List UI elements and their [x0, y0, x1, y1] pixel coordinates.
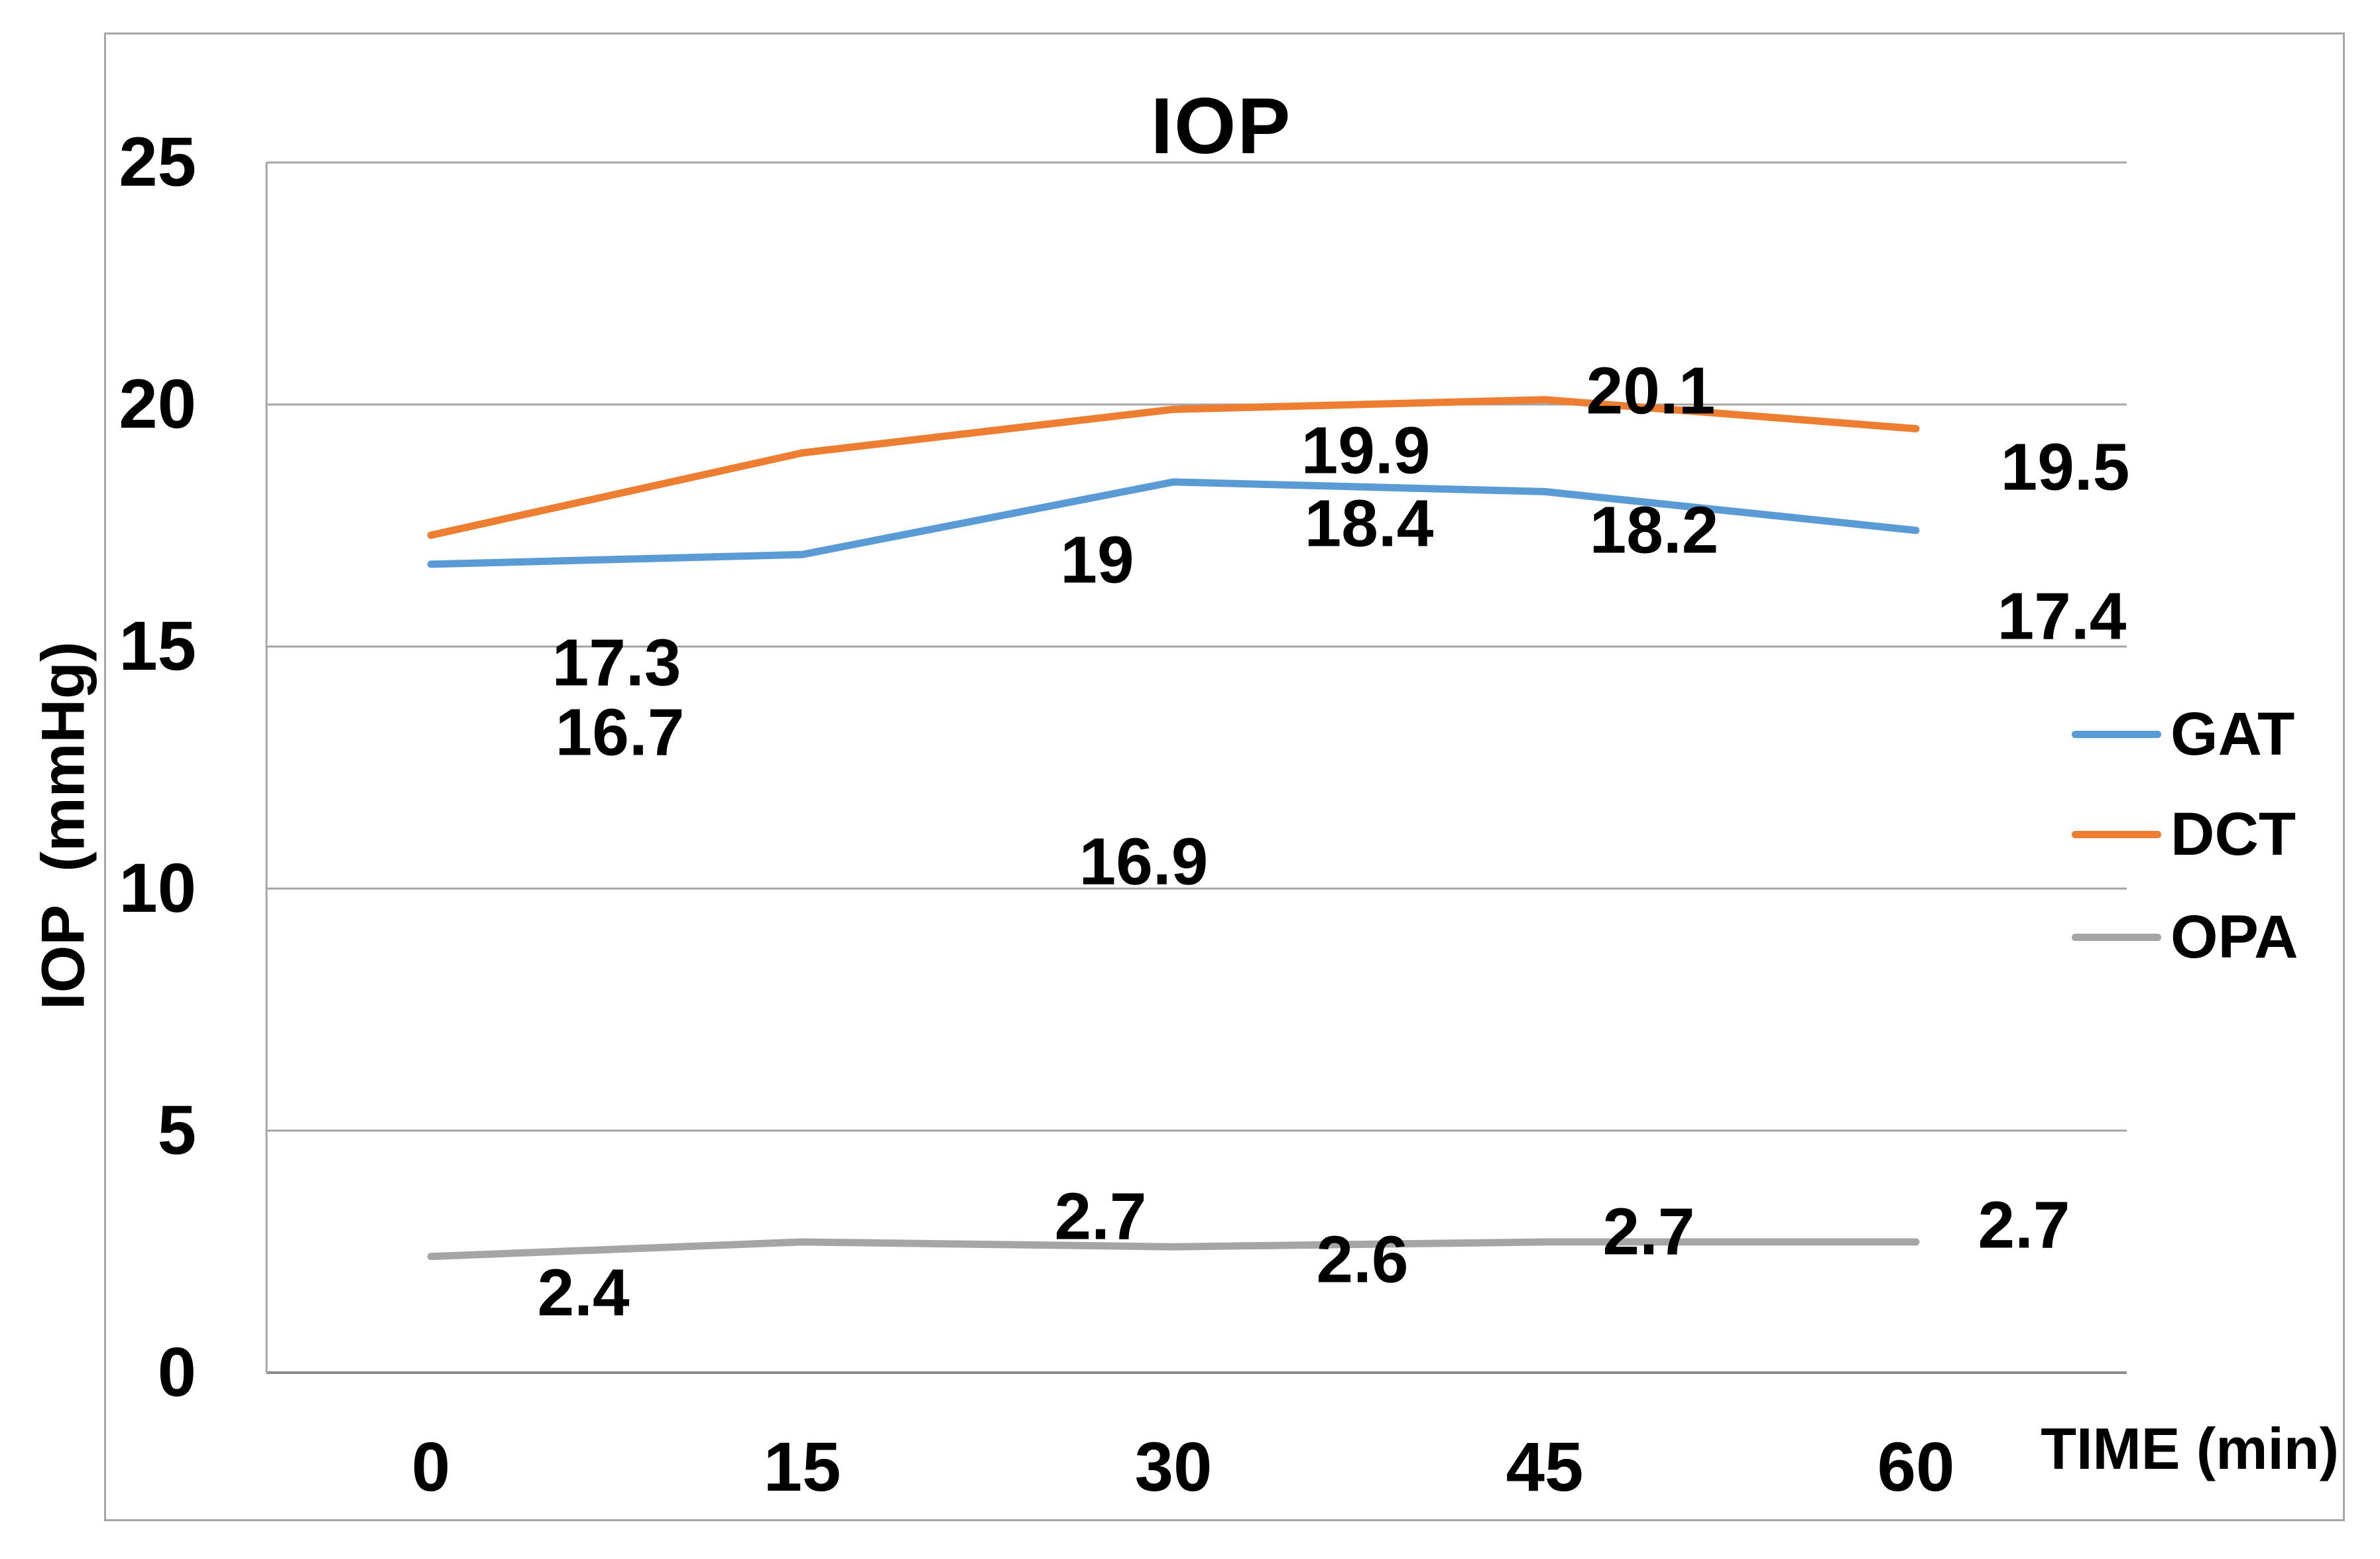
legend-label-DCT: DCT	[2171, 800, 2296, 868]
y-axis-title: IOP (mmHg)	[29, 641, 97, 1010]
data-label-DCT-0: 17.3	[552, 625, 682, 700]
y-tick-label-20: 20	[119, 365, 196, 443]
legend-item-OPA: OPA	[2072, 906, 2298, 967]
data-label-OPA-4: 2.7	[1978, 1188, 2070, 1263]
legend-swatch-GAT	[2072, 730, 2161, 738]
y-tick-label-5: 5	[157, 1091, 196, 1169]
x-tick-label-45: 45	[1506, 1428, 1584, 1506]
legend-item-DCT: DCT	[2072, 804, 2296, 865]
data-label-DCT-4: 19.5	[2000, 430, 2130, 505]
x-tick-label-15: 15	[763, 1428, 841, 1506]
y-tick-label-25: 25	[119, 123, 196, 201]
y-tick-label-10: 10	[119, 849, 196, 927]
data-label-GAT-1: 16.9	[1079, 824, 1209, 899]
legend-item-GAT: GAT	[2072, 704, 2294, 765]
figure-border	[104, 32, 2345, 1521]
y-tick-label-0: 0	[157, 1334, 196, 1411]
series-line-DCT	[427, 396, 1920, 539]
legend-label-GAT: GAT	[2171, 700, 2295, 768]
chart-title: IOP	[1150, 82, 1292, 170]
x-tick-label-60: 60	[1877, 1428, 1955, 1506]
data-label-OPA-0: 2.4	[537, 1255, 630, 1330]
x-axis-title: TIME (min)	[2041, 1416, 2339, 1481]
data-label-OPA-2: 2.6	[1316, 1222, 1409, 1297]
legend-label-OPA: OPA	[2171, 903, 2298, 971]
y-tick-label-15: 15	[119, 607, 196, 685]
data-label-OPA-1: 2.7	[1054, 1179, 1147, 1254]
data-label-GAT-2: 18.4	[1304, 486, 1434, 561]
data-label-GAT-4: 17.4	[1997, 579, 2127, 654]
data-label-DCT-1: 19	[1060, 523, 1134, 597]
data-label-OPA-3: 2.7	[1602, 1194, 1695, 1269]
legend-swatch-DCT	[2072, 830, 2161, 838]
data-label-GAT-3: 18.2	[1589, 493, 1719, 568]
series-line-OPA	[427, 1238, 1920, 1261]
data-label-GAT-0: 16.7	[555, 695, 685, 770]
data-label-DCT-3: 20.1	[1586, 353, 1716, 428]
legend-swatch-OPA	[2072, 933, 2161, 941]
data-label-DCT-2: 19.9	[1301, 413, 1431, 488]
x-tick-label-0: 0	[411, 1428, 451, 1506]
series-line-GAT	[427, 478, 1920, 568]
x-tick-label-30: 30	[1134, 1428, 1213, 1506]
